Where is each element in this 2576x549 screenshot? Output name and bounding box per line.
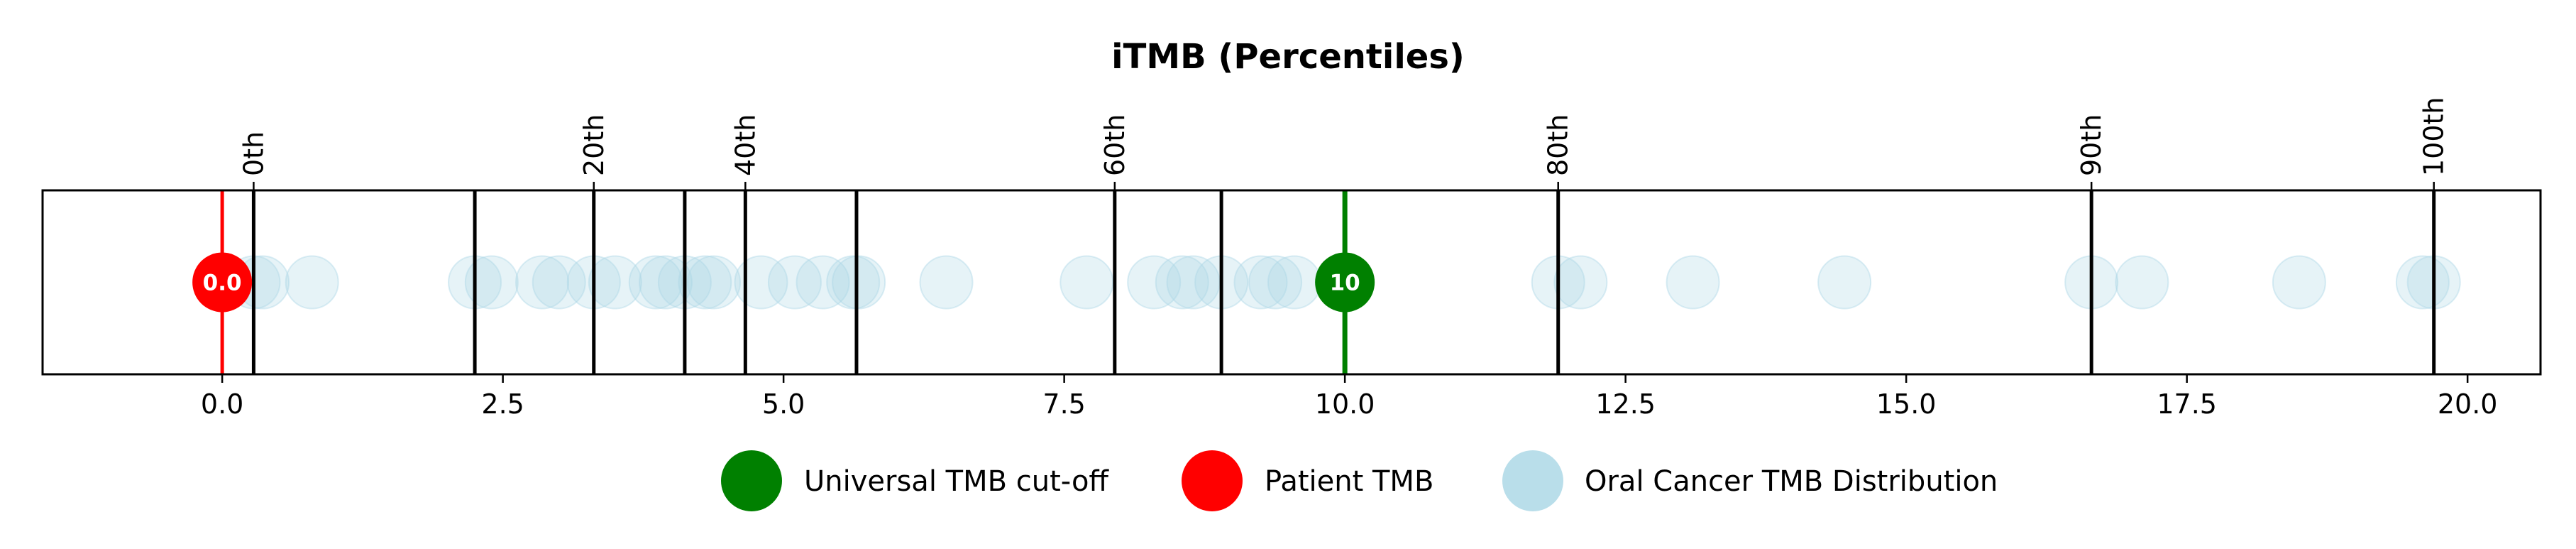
- patient-tmb-marker: [192, 252, 253, 312]
- distribution-point: [628, 255, 683, 310]
- plot-area: 0.0 10 0.0 2.5 5.0 7.5 10.0 12.5 15.0 17.5 20.0 0th…: [41, 97, 2542, 420]
- distribution-point: [2115, 255, 2169, 310]
- x-tick-label: 17.5: [2157, 388, 2217, 420]
- distribution-point: [1166, 255, 1221, 310]
- percentile-label: 100th: [2418, 97, 2450, 176]
- legend-cutoff-label: Universal TMB cut-off: [804, 465, 1109, 498]
- distribution-point: [832, 255, 886, 310]
- distribution-point: [1059, 255, 1114, 310]
- percentile-label: 20th: [578, 114, 610, 176]
- percentile-label: 80th: [1543, 114, 1574, 176]
- legend: Universal TMB cut-off Patient TMB Oral Can…: [721, 450, 1998, 511]
- distribution-point: [1267, 255, 1321, 310]
- x-tick-label: 10.0: [1315, 388, 1375, 420]
- legend-distribution-label: Oral Cancer TMB Distribution: [1585, 465, 1998, 498]
- x-tick-label: 5.0: [762, 388, 805, 420]
- distribution-point: [687, 255, 742, 310]
- percentile-label: 0th: [238, 131, 269, 176]
- distribution-point: [1817, 255, 1872, 310]
- distribution-point: [2395, 255, 2450, 310]
- distribution-point: [734, 255, 788, 310]
- percentile-label: 60th: [1099, 114, 1130, 176]
- x-tick-label: 20.0: [2438, 388, 2498, 420]
- x-tick-label: 7.5: [1042, 388, 1085, 420]
- cutoff-marker: [1315, 252, 1375, 312]
- chart-title: iTMB (Percentiles): [1111, 37, 1465, 77]
- distribution-point: [1666, 255, 1720, 310]
- distribution-point: [1233, 255, 1288, 310]
- distribution-point: [515, 255, 569, 310]
- percentile-label: 90th: [2076, 114, 2107, 176]
- cutoff-label: 10: [1330, 271, 1360, 296]
- distribution-point: [639, 255, 693, 310]
- legend-distribution-marker: [1502, 450, 1563, 511]
- distribution-point: [2272, 255, 2326, 310]
- distribution-point: [464, 255, 519, 310]
- distribution-point: [919, 255, 974, 310]
- percentile-label: 40th: [730, 114, 761, 176]
- patient-tmb-label: 0.0: [203, 271, 242, 296]
- distribution-point: [1248, 255, 1303, 310]
- distribution-point: [1155, 255, 1209, 310]
- legend-patient-label: Patient TMB: [1265, 465, 1433, 498]
- distribution-point: [588, 255, 642, 310]
- x-tick-label: 0.0: [201, 388, 243, 420]
- x-tick-label: 2.5: [481, 388, 524, 420]
- distribution-point: [1127, 255, 1182, 310]
- distribution-point: [285, 255, 339, 310]
- distribution-point: [826, 255, 881, 310]
- distribution-point: [678, 255, 732, 310]
- x-tick-label: 12.5: [1595, 388, 1656, 420]
- distribution-point: [767, 255, 822, 310]
- x-tick-label: 15.0: [1876, 388, 1937, 420]
- distribution-point: [1553, 255, 1608, 310]
- distribution-point: [796, 255, 850, 310]
- plot-frame: [41, 189, 2542, 376]
- legend-cutoff-marker: [721, 450, 782, 511]
- distribution-point: [532, 255, 586, 310]
- legend-patient-marker: [1182, 450, 1243, 511]
